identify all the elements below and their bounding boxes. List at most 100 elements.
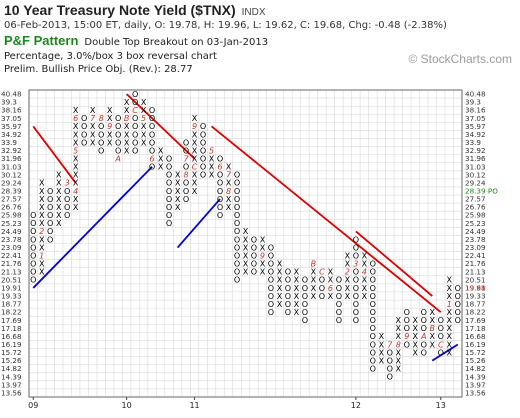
x-mark: X bbox=[124, 122, 130, 131]
o-mark: O bbox=[285, 292, 291, 301]
x-mark: X bbox=[328, 292, 334, 301]
x-mark: X bbox=[430, 316, 436, 325]
o-mark: O bbox=[30, 227, 36, 236]
o-mark: O bbox=[336, 292, 342, 301]
current-price-label: 19.68 bbox=[465, 283, 486, 292]
price-label-left: 22.41 bbox=[1, 251, 22, 260]
x-mark: X bbox=[39, 268, 45, 277]
x-mark: X bbox=[243, 260, 249, 269]
o-mark: O bbox=[268, 268, 274, 277]
trend-line-down bbox=[32, 125, 77, 184]
price-label-left: 15.72 bbox=[1, 348, 22, 357]
month-marker: C bbox=[319, 268, 325, 277]
x-mark: X bbox=[396, 332, 402, 341]
x-mark: X bbox=[260, 268, 266, 277]
price-label-left: 13.56 bbox=[1, 388, 22, 397]
x-mark: X bbox=[175, 187, 181, 196]
o-mark: O bbox=[234, 260, 240, 269]
o-mark: O bbox=[115, 138, 121, 147]
x-mark: X bbox=[90, 122, 96, 131]
o-mark: O bbox=[47, 203, 53, 212]
o-mark: O bbox=[268, 284, 274, 293]
o-mark: O bbox=[98, 146, 104, 155]
x-mark: X bbox=[294, 308, 300, 317]
o-mark: O bbox=[200, 130, 206, 139]
o-mark: O bbox=[251, 235, 257, 244]
month-marker: B bbox=[124, 114, 130, 123]
price-label-left: 33.9 bbox=[1, 138, 17, 147]
o-mark: O bbox=[336, 276, 342, 285]
o-mark: O bbox=[183, 187, 189, 196]
o-mark: O bbox=[370, 300, 376, 309]
o-mark: O bbox=[183, 146, 189, 155]
price-label-right: 34.92 bbox=[465, 130, 486, 139]
x-mark: X bbox=[260, 235, 266, 244]
price-label-left: 21.13 bbox=[1, 267, 22, 276]
month-marker: 6 bbox=[73, 114, 78, 123]
price-label-right: 16.19 bbox=[465, 340, 486, 349]
x-mark: X bbox=[362, 292, 368, 301]
x-mark: X bbox=[277, 276, 283, 285]
o-mark: O bbox=[387, 348, 393, 357]
o-mark: O bbox=[217, 171, 223, 180]
x-mark: X bbox=[141, 138, 147, 147]
x-mark: X bbox=[345, 276, 351, 285]
price-label-left: 28.39 bbox=[1, 186, 22, 195]
month-marker: 8 bbox=[99, 114, 104, 123]
x-mark: X bbox=[192, 179, 198, 188]
o-mark: O bbox=[200, 146, 206, 155]
month-marker: C bbox=[192, 163, 198, 172]
price-objective-label: 28.39 PO bbox=[465, 186, 498, 195]
x-mark: X bbox=[175, 203, 181, 212]
x-axis-label: 13 bbox=[436, 401, 446, 410]
price-label-right: 37.05 bbox=[465, 114, 486, 123]
price-label-right: 14.39 bbox=[465, 372, 486, 381]
o-mark: O bbox=[149, 114, 155, 123]
o-mark: O bbox=[47, 219, 53, 228]
o-mark: O bbox=[30, 219, 36, 228]
price-label-right: 17.18 bbox=[465, 324, 486, 333]
x-mark: X bbox=[209, 171, 215, 180]
x-mark: X bbox=[73, 154, 79, 163]
x-mark: X bbox=[158, 163, 164, 172]
price-label-right: 26.76 bbox=[465, 203, 486, 212]
x-mark: X bbox=[209, 154, 215, 163]
price-label-right: 18.77 bbox=[465, 300, 486, 309]
price-label-left: 15.26 bbox=[1, 356, 22, 365]
price-label-left: 34.92 bbox=[1, 130, 22, 139]
x-mark: X bbox=[345, 284, 351, 293]
price-label-right: 19.33 bbox=[465, 292, 486, 301]
o-mark: O bbox=[404, 308, 410, 317]
x-mark: X bbox=[226, 163, 232, 172]
month-marker: 7 bbox=[226, 171, 232, 180]
x-mark: X bbox=[446, 276, 452, 285]
price-label-left: 16.19 bbox=[1, 340, 22, 349]
month-marker: 9 bbox=[404, 332, 409, 341]
o-mark: O bbox=[370, 260, 376, 269]
x-mark: X bbox=[124, 106, 130, 115]
month-marker: 2 bbox=[39, 227, 44, 236]
o-mark: O bbox=[387, 365, 393, 374]
o-mark: O bbox=[455, 292, 461, 301]
x-mark: X bbox=[243, 251, 249, 260]
price-label-right: 18.22 bbox=[465, 308, 486, 317]
x-mark: X bbox=[345, 292, 351, 301]
o-mark: O bbox=[166, 195, 172, 204]
month-marker: 8 bbox=[226, 187, 231, 196]
pattern-line: P&F Pattern Double Top Breakout on 03-Jan… bbox=[4, 33, 268, 48]
o-mark: O bbox=[353, 284, 359, 293]
x-mark: X bbox=[56, 179, 62, 188]
trend-line-down bbox=[210, 125, 442, 313]
price-label-left: 13.97 bbox=[1, 380, 22, 389]
o-mark: O bbox=[421, 348, 427, 357]
price-label-right: 13.97 bbox=[465, 380, 486, 389]
x-mark: X bbox=[90, 106, 96, 115]
x-mark: X bbox=[158, 146, 164, 155]
x-axis-label: 11 bbox=[189, 401, 199, 410]
o-mark: O bbox=[370, 356, 376, 365]
month-marker: 4 bbox=[362, 268, 367, 277]
x-mark: X bbox=[362, 251, 368, 260]
o-mark: O bbox=[421, 316, 427, 325]
o-mark: O bbox=[47, 211, 53, 220]
month-marker: 1 bbox=[447, 300, 452, 309]
